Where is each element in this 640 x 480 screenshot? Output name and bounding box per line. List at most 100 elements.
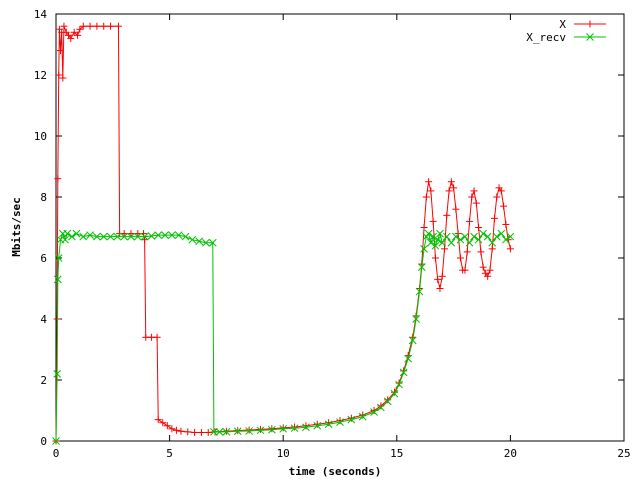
data-point bbox=[399, 368, 408, 377]
data-point bbox=[204, 428, 212, 436]
data-point bbox=[404, 354, 413, 363]
data-point bbox=[55, 71, 63, 79]
data-point bbox=[86, 231, 94, 239]
data-point bbox=[470, 187, 478, 195]
data-point bbox=[434, 275, 442, 283]
data-point bbox=[456, 254, 464, 262]
data-point bbox=[245, 426, 253, 434]
data-point bbox=[279, 424, 287, 432]
data-point bbox=[172, 426, 180, 434]
legend-marker bbox=[586, 33, 594, 41]
data-point bbox=[447, 178, 455, 186]
data-point bbox=[267, 425, 276, 434]
y-tick-label: 12 bbox=[34, 69, 47, 82]
data-point bbox=[422, 193, 430, 201]
data-point bbox=[174, 231, 183, 239]
data-point bbox=[222, 427, 231, 436]
y-tick-label: 2 bbox=[40, 374, 47, 387]
legend: XX_recv bbox=[526, 18, 606, 44]
data-point bbox=[477, 248, 485, 256]
data-point bbox=[452, 205, 460, 213]
y-tick-label: 4 bbox=[40, 313, 47, 326]
data-point bbox=[133, 232, 142, 241]
x-tick-label: 15 bbox=[390, 447, 403, 460]
y-tick-label: 14 bbox=[34, 8, 48, 21]
data-point bbox=[325, 419, 333, 427]
y-tick-label: 0 bbox=[40, 435, 47, 448]
data-point bbox=[120, 230, 128, 238]
series-line bbox=[55, 231, 511, 442]
data-point bbox=[441, 245, 449, 253]
y-axis-title: Mbits/sec bbox=[10, 197, 23, 257]
data-point bbox=[336, 418, 344, 426]
data-point bbox=[188, 235, 197, 244]
data-point bbox=[74, 31, 82, 39]
legend-label: X bbox=[559, 18, 566, 31]
data-point bbox=[390, 389, 399, 398]
data-point bbox=[168, 425, 176, 433]
data-point bbox=[502, 220, 510, 228]
data-point bbox=[63, 229, 72, 238]
data-point bbox=[383, 397, 392, 406]
data-point bbox=[154, 231, 163, 239]
data-point bbox=[450, 184, 458, 192]
data-point bbox=[493, 193, 501, 201]
data-point bbox=[54, 254, 63, 262]
x-axis-title: time (seconds) bbox=[289, 465, 382, 478]
data-point bbox=[59, 74, 67, 82]
data-point bbox=[431, 254, 439, 262]
data-point bbox=[168, 231, 176, 239]
data-point bbox=[486, 266, 494, 274]
data-point bbox=[479, 263, 487, 271]
data-point bbox=[415, 287, 424, 296]
data-point bbox=[420, 224, 428, 231]
data-point bbox=[268, 425, 276, 433]
data-point bbox=[54, 175, 62, 183]
data-point bbox=[106, 232, 115, 241]
x-tick-label: 5 bbox=[166, 447, 173, 460]
legend-item: X bbox=[559, 18, 606, 31]
data-point bbox=[215, 427, 224, 436]
data-point bbox=[395, 380, 403, 389]
data-point bbox=[436, 229, 444, 238]
data-point bbox=[61, 235, 69, 244]
data-point bbox=[79, 22, 87, 30]
data-point bbox=[384, 396, 392, 404]
data-point bbox=[313, 421, 322, 430]
legend-item: X_recv bbox=[526, 31, 606, 44]
data-point bbox=[429, 217, 437, 225]
data-point bbox=[99, 232, 108, 241]
data-point bbox=[233, 427, 242, 436]
series-x-recv bbox=[52, 229, 515, 445]
data-point bbox=[443, 211, 451, 219]
data-point bbox=[506, 232, 515, 241]
data-point bbox=[290, 424, 299, 433]
data-point bbox=[438, 272, 446, 280]
data-point bbox=[447, 238, 456, 247]
data-point bbox=[256, 425, 264, 433]
data-point bbox=[53, 370, 61, 378]
data-point bbox=[466, 217, 474, 225]
data-point bbox=[72, 229, 81, 238]
plot-frame bbox=[55, 13, 625, 442]
data-point bbox=[488, 238, 497, 247]
data-point bbox=[431, 241, 440, 250]
data-point bbox=[53, 275, 62, 284]
data-point bbox=[370, 408, 378, 416]
data-point bbox=[60, 22, 68, 30]
data-point bbox=[502, 235, 510, 244]
data-point bbox=[161, 231, 169, 239]
data-point bbox=[120, 232, 129, 241]
data-point bbox=[427, 238, 435, 247]
legend-marker bbox=[586, 20, 594, 28]
data-point bbox=[474, 235, 483, 244]
y-tick-label: 8 bbox=[40, 191, 47, 204]
series-x bbox=[52, 22, 514, 445]
data-point bbox=[195, 237, 203, 246]
data-point bbox=[429, 232, 438, 241]
data-point bbox=[463, 248, 471, 256]
data-point bbox=[391, 388, 399, 396]
data-point bbox=[479, 229, 487, 238]
data-point bbox=[465, 238, 474, 247]
